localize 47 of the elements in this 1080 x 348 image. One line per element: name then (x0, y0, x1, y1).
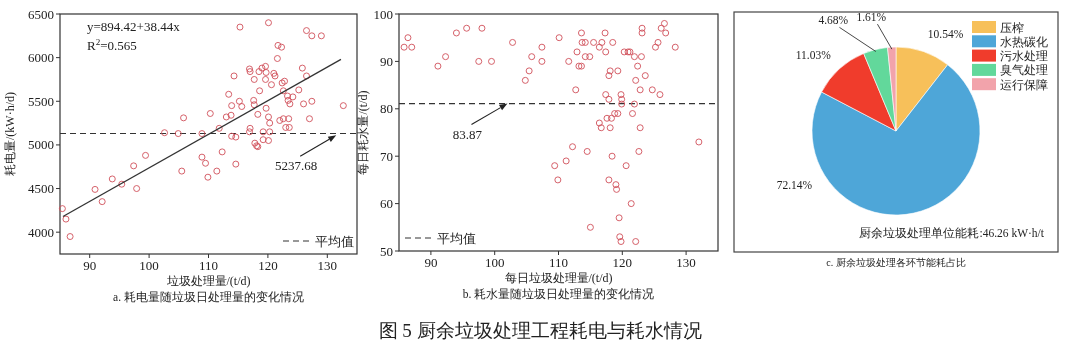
legend-label: 污水处理 (1000, 49, 1048, 64)
x-tick-label: 130 (317, 258, 338, 273)
x-tick-label: 100 (484, 255, 505, 270)
x-axis-title: 垃圾处理量/(t/d) (165, 274, 251, 288)
text: a. 耗电量随垃圾日处理量的变化情况 (113, 290, 304, 303)
y-tick-label: 4500 (28, 181, 54, 197)
legend-label: 水热碳化 (1000, 34, 1048, 49)
x-tick-label: 90 (424, 255, 438, 270)
annotation: R$^{2}$=0.565 (87, 37, 137, 53)
legend-label: 平均值 (315, 233, 354, 249)
data-label: 1.61% (856, 11, 887, 24)
data-label: 10.54% (927, 28, 964, 41)
x-axis-title: 每日垃圾处理量/(t/d) (504, 271, 613, 285)
x-tick-label: 110 (548, 255, 569, 270)
y-tick-label: 6500 (28, 6, 54, 22)
y-axis-title: 耗电量/(kW·h/d) (3, 92, 17, 176)
y-tick-label: 6000 (28, 50, 54, 66)
text: b. 耗水量随垃圾日处理量的变化情况 (462, 287, 655, 300)
legend-label: 压榨 (1000, 20, 1024, 35)
x-tick-label: 90 (83, 258, 97, 273)
y-tick-label: 4000 (28, 224, 54, 240)
legend-label: 臭气处理 (1000, 63, 1048, 78)
text: 厨余垃圾处理单位能耗:46.26 kW·h/t (859, 227, 1045, 239)
x-tick-label: 120 (612, 255, 633, 270)
data-label: 72.14% (776, 179, 813, 192)
text: c. 厨余垃圾处理各环节能耗占比 (826, 257, 966, 268)
x-tick-label: 110 (198, 258, 219, 273)
x-tick-label: 120 (258, 258, 278, 273)
y-tick-label: 70 (380, 148, 393, 164)
y-tick-label: 5500 (28, 93, 54, 109)
legend-label: 运行保障 (1000, 77, 1048, 92)
y-tick-label: 5000 (28, 137, 54, 153)
y-tick-label: 60 (380, 196, 393, 212)
annotation: 83.87 (452, 126, 483, 142)
y-tick-label: 80 (380, 101, 393, 117)
data-label: 11.03% (795, 48, 832, 61)
text: 图 5 厨余垃圾处理工程耗电与耗水情况 (378, 320, 702, 341)
legend-label: 平均值 (437, 230, 476, 246)
annotation: y=894.42+38.44x (87, 19, 181, 34)
y-tick-label: 90 (380, 53, 393, 69)
y-axis-title: 每日耗水量/(t/d) (356, 90, 370, 175)
x-tick-label: 100 (139, 258, 159, 273)
x-tick-label: 130 (676, 255, 696, 270)
y-tick-label: 50 (380, 243, 393, 259)
data-label: 4.68% (818, 14, 849, 27)
y-tick-label: 100 (373, 6, 393, 22)
annotation: 5237.68 (275, 158, 318, 174)
